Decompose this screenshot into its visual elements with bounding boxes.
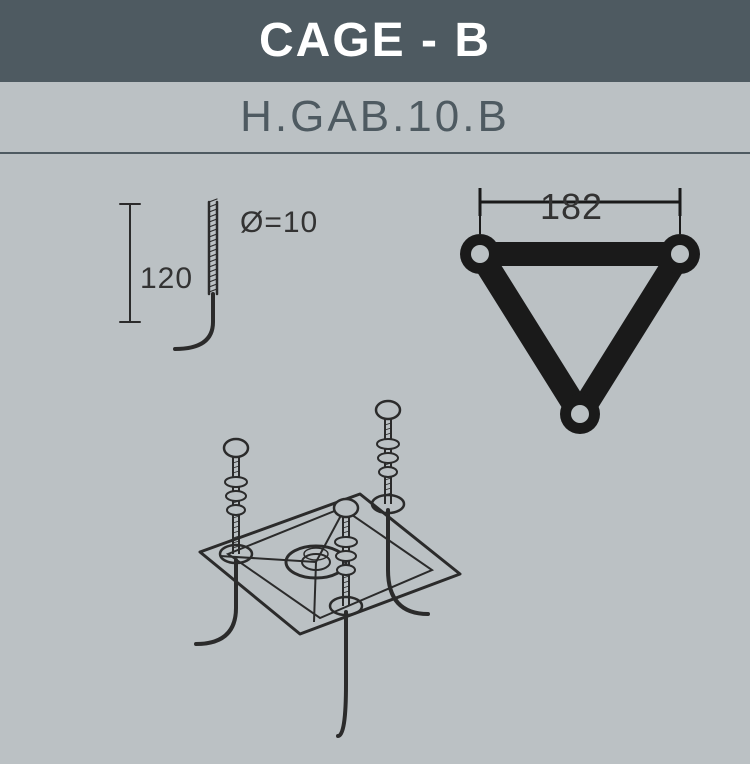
triangle-width-label: 182	[540, 186, 603, 228]
bolt-dimension-drawing	[0, 154, 260, 374]
title-bar: CAGE - B	[0, 0, 750, 82]
title-text: CAGE - B	[259, 13, 491, 68]
subtitle-bar: H.GAB.10.B	[0, 82, 750, 154]
subtitle-text: H.GAB.10.B	[240, 92, 510, 142]
bolt-height-label: 120	[140, 262, 193, 296]
bolt-diameter-label: Ø=10	[240, 206, 318, 240]
diagram-canvas: 120 Ø=10 182	[0, 154, 750, 750]
isometric-view	[100, 344, 580, 764]
